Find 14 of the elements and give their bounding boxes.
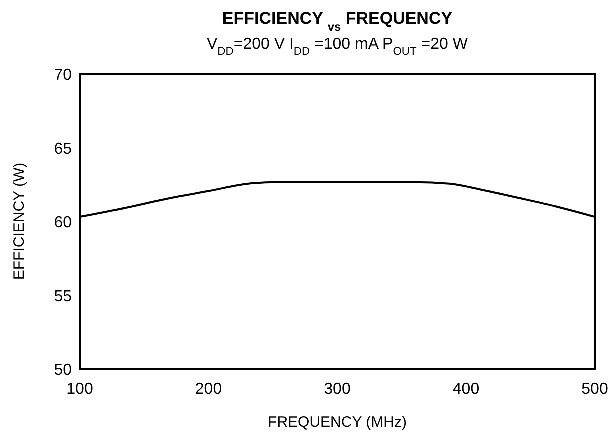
- chart-subtitle: V$_{DD}$=200 V I$_{DD}$ =100 mA P$_{OUT}$ =20 W: [207, 36, 469, 58]
- x-tick-label: 100: [66, 381, 94, 398]
- x-tick-label: 300: [324, 381, 351, 398]
- y-axis-title: EFFICIENCY (W): [11, 162, 28, 280]
- x-tick-label: 500: [582, 381, 608, 398]
- x-tick-label: 200: [195, 381, 222, 398]
- y-tick-label: 55: [54, 288, 72, 306]
- x-tick-label: 400: [452, 381, 480, 398]
- chart-title: EFFICIENCY $_{vs}$ FREQUENCY: [222, 9, 454, 34]
- y-tick-label: 70: [54, 67, 72, 84]
- x-axis-title: FREQUENCY (MHz): [268, 414, 407, 431]
- y-tick-label: 50: [54, 362, 72, 379]
- y-tick-label: 60: [54, 214, 72, 232]
- y-tick-label: 65: [54, 140, 72, 158]
